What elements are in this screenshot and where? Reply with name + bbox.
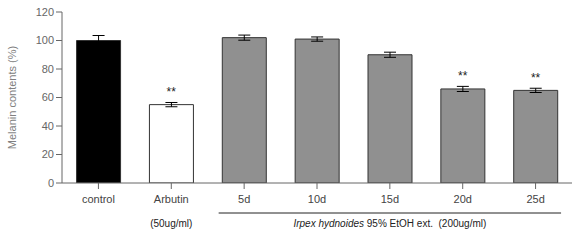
svg-text:40: 40 (42, 120, 54, 132)
svg-text:10d: 10d (308, 193, 326, 205)
svg-text:**: ** (167, 85, 177, 99)
svg-text:15d: 15d (381, 193, 399, 205)
svg-text:5d: 5d (238, 193, 250, 205)
svg-text:**: ** (531, 71, 541, 85)
svg-text:60: 60 (42, 91, 54, 103)
svg-text:control: control (82, 193, 115, 205)
svg-text:25d: 25d (526, 193, 544, 205)
svg-text:80: 80 (42, 63, 54, 75)
svg-text:120: 120 (36, 6, 54, 18)
svg-text:Melanin contents (%): Melanin contents (%) (8, 46, 18, 149)
svg-text:Arbutin: Arbutin (154, 193, 189, 205)
svg-text:(50ug/ml): (50ug/ml) (150, 218, 192, 229)
svg-text:100: 100 (36, 34, 54, 46)
svg-text:Irpex hydnoides 95% EtOH ext.: Irpex hydnoides 95% EtOH ext. (200ug/ml) (293, 218, 486, 229)
svg-text:20d: 20d (454, 193, 472, 205)
svg-text:20: 20 (42, 148, 54, 160)
svg-text:**: ** (458, 69, 468, 83)
svg-text:0: 0 (48, 177, 54, 189)
